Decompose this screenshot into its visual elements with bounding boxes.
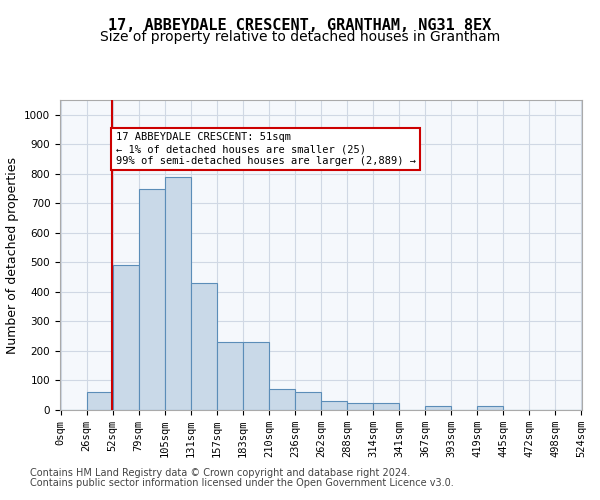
Bar xyxy=(217,342,243,410)
Bar xyxy=(191,283,217,410)
Text: Contains public sector information licensed under the Open Government Licence v3: Contains public sector information licen… xyxy=(30,478,454,488)
Bar xyxy=(347,402,373,410)
Bar xyxy=(477,406,503,410)
Bar xyxy=(269,390,295,410)
Text: 17, ABBEYDALE CRESCENT, GRANTHAM, NG31 8EX: 17, ABBEYDALE CRESCENT, GRANTHAM, NG31 8… xyxy=(109,18,491,32)
Bar xyxy=(139,188,165,410)
Text: Size of property relative to detached houses in Grantham: Size of property relative to detached ho… xyxy=(100,30,500,44)
Y-axis label: Number of detached properties: Number of detached properties xyxy=(5,156,19,354)
Bar xyxy=(113,266,139,410)
Bar xyxy=(295,392,321,410)
Bar xyxy=(425,406,451,410)
Bar xyxy=(373,402,399,410)
Bar xyxy=(86,392,113,410)
Bar xyxy=(243,342,269,410)
Bar xyxy=(165,177,191,410)
Bar xyxy=(321,401,347,410)
Text: 17 ABBEYDALE CRESCENT: 51sqm
← 1% of detached houses are smaller (25)
99% of sem: 17 ABBEYDALE CRESCENT: 51sqm ← 1% of det… xyxy=(116,132,416,166)
Text: Contains HM Land Registry data © Crown copyright and database right 2024.: Contains HM Land Registry data © Crown c… xyxy=(30,468,410,477)
